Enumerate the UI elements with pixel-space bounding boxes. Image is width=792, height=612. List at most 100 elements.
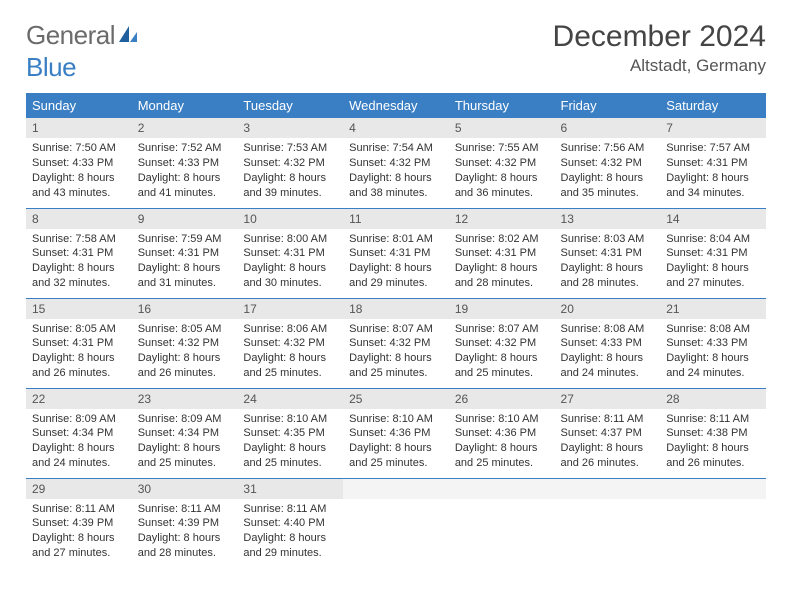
day-content: Sunrise: 7:55 AM Sunset: 4:32 PM Daylight:…: [449, 138, 555, 206]
day-content: Sunrise: 8:09 AMSunset: 4:34 PMDaylight:…: [132, 409, 238, 477]
sunrise-line: Sunrise: 8:03 AM: [561, 233, 645, 245]
day-content: Sunrise: 8:02 AMSunset: 4:31 PMDaylight:…: [449, 229, 555, 297]
sunrise-line: Sunrise: 8:10 AM: [455, 413, 539, 425]
sunset-line: Sunset: 4:36 PM: [455, 427, 536, 439]
calendar-table: Sunday Monday Tuesday Wednesday Thursday…: [26, 93, 766, 568]
weekday-header: Sunday: [26, 93, 132, 118]
sunset-line: Sunset: 4:32 PM: [243, 337, 324, 349]
daylight-line: Daylight: 8 hours and 25 minutes.: [138, 442, 221, 469]
sunrise-line: Sunrise: 7:59 AM: [138, 233, 222, 245]
calendar-cell: 1Sunrise: 7:50 AMSunset: 4:33 PMDaylight…: [26, 118, 132, 208]
daylight-line: Daylight: 8 hours and 30 minutes.: [243, 262, 326, 289]
logo-sail-icon: [117, 20, 139, 51]
day-number: 25: [343, 389, 449, 409]
sunset-line: Sunset: 4:39 PM: [138, 517, 219, 529]
daylight-line: Daylight: 8 hours and 26 minutes.: [666, 442, 749, 469]
sunset-line: Sunset: 4:32 PM: [138, 337, 219, 349]
day-number: 24: [237, 389, 343, 409]
daylight-line: Daylight: 8 hours and 28 minutes.: [561, 262, 644, 289]
day-number: 8: [26, 209, 132, 229]
sunset-line: Sunset: 4:38 PM: [666, 427, 747, 439]
sunset-line: Sunset: 4:36 PM: [349, 427, 430, 439]
day-number: 20: [555, 299, 661, 319]
day-number: 2: [132, 118, 238, 138]
day-number: 3: [237, 118, 343, 138]
calendar-cell: [343, 478, 449, 568]
sunset-line: Sunset: 4:35 PM: [243, 427, 324, 439]
sunrise-line: Sunrise: 7:54 AM: [349, 142, 433, 154]
daylight-line: Daylight: 8 hours and 26 minutes.: [138, 352, 221, 379]
calendar-cell: 25Sunrise: 8:10 AMSunset: 4:36 PMDayligh…: [343, 388, 449, 478]
sunrise-line: Sunrise: 8:11 AM: [666, 413, 749, 425]
day-content: Sunrise: 8:05 AMSunset: 4:31 PMDaylight:…: [26, 319, 132, 387]
logo-text-1: General: [26, 20, 115, 51]
day-content: Sunrise: 8:11 AMSunset: 4:39 PMDaylight:…: [26, 499, 132, 567]
sunrise-line: Sunrise: 7:55 AM: [455, 142, 539, 154]
sunset-line: Sunset: 4:31 PM: [243, 247, 324, 259]
calendar-cell: 27Sunrise: 8:11 AMSunset: 4:37 PMDayligh…: [555, 388, 661, 478]
day-number: 12: [449, 209, 555, 229]
daylight-line: Daylight: 8 hours and 24 minutes.: [561, 352, 644, 379]
day-number: 30: [132, 479, 238, 499]
day-number: 31: [237, 479, 343, 499]
daylight-line: Daylight: 8 hours and 26 minutes.: [561, 442, 644, 469]
day-number: 10: [237, 209, 343, 229]
sunset-line: Sunset: 4:33 PM: [666, 337, 747, 349]
calendar-cell: 23Sunrise: 8:09 AMSunset: 4:34 PMDayligh…: [132, 388, 238, 478]
logo-text-2: Blue: [26, 52, 76, 83]
daylight-line: Daylight: 8 hours and 25 minutes.: [243, 442, 326, 469]
day-number: 23: [132, 389, 238, 409]
weekday-header: Saturday: [660, 93, 766, 118]
sunrise-line: Sunrise: 8:11 AM: [561, 413, 644, 425]
daylight-line: Daylight: 8 hours and 39 minutes.: [243, 172, 326, 199]
daylight-line: Daylight: 8 hours and 41 minutes.: [138, 172, 221, 199]
weekday-header: Monday: [132, 93, 238, 118]
day-content: Sunrise: 8:08 AMSunset: 4:33 PMDaylight:…: [555, 319, 661, 387]
daylight-line: Daylight: 8 hours and 36 minutes.: [455, 172, 538, 199]
daylight-line: Daylight: 8 hours and 28 minutes.: [138, 532, 221, 559]
sunset-line: Sunset: 4:34 PM: [32, 427, 113, 439]
sunrise-line: Sunrise: 7:53 AM: [243, 142, 327, 154]
calendar-cell: 2Sunrise: 7:52 AMSunset: 4:33 PMDaylight…: [132, 118, 238, 208]
day-number-empty: [449, 479, 555, 499]
day-content: Sunrise: 8:06 AMSunset: 4:32 PMDaylight:…: [237, 319, 343, 387]
sunset-line: Sunset: 4:31 PM: [32, 337, 113, 349]
day-content: Sunrise: 8:11 AMSunset: 4:37 PMDaylight:…: [555, 409, 661, 477]
sunset-line: Sunset: 4:33 PM: [32, 157, 113, 169]
calendar-cell: 20Sunrise: 8:08 AMSunset: 4:33 PMDayligh…: [555, 298, 661, 388]
calendar-cell: 11Sunrise: 8:01 AMSunset: 4:31 PMDayligh…: [343, 208, 449, 298]
daylight-line: Daylight: 8 hours and 25 minutes.: [455, 442, 538, 469]
sunrise-line: Sunrise: 8:07 AM: [455, 323, 539, 335]
day-content: Sunrise: 7:52 AMSunset: 4:33 PMDaylight:…: [132, 138, 238, 206]
daylight-line: Daylight: 8 hours and 25 minutes.: [243, 352, 326, 379]
day-content: Sunrise: 8:10 AMSunset: 4:35 PMDaylight:…: [237, 409, 343, 477]
day-content: Sunrise: 8:08 AMSunset: 4:33 PMDaylight:…: [660, 319, 766, 387]
day-content: Sunrise: 8:01 AMSunset: 4:31 PMDaylight:…: [343, 229, 449, 297]
day-number: 1: [26, 118, 132, 138]
day-number: 16: [132, 299, 238, 319]
day-content: Sunrise: 7:57 AMSunset: 4:31 PMDaylight:…: [660, 138, 766, 206]
day-number: 6: [555, 118, 661, 138]
calendar-cell: 16Sunrise: 8:05 AMSunset: 4:32 PMDayligh…: [132, 298, 238, 388]
day-number: 5: [449, 118, 555, 138]
calendar-row: 29Sunrise: 8:11 AMSunset: 4:39 PMDayligh…: [26, 478, 766, 568]
sunrise-line: Sunrise: 8:11 AM: [243, 503, 326, 515]
day-content: Sunrise: 7:53 AM Sunset: 4:32 PM Daylight:…: [237, 138, 343, 206]
day-number: 19: [449, 299, 555, 319]
day-number: 29: [26, 479, 132, 499]
day-number: 22: [26, 389, 132, 409]
daylight-line: Daylight: 8 hours and 25 minutes.: [455, 352, 538, 379]
day-content: Sunrise: 8:03 AMSunset: 4:31 PMDaylight:…: [555, 229, 661, 297]
day-content: Sunrise: 8:07 AMSunset: 4:32 PMDaylight:…: [449, 319, 555, 387]
daylight-line: Daylight: 8 hours and 27 minutes.: [32, 532, 115, 559]
day-number: 4: [343, 118, 449, 138]
calendar-cell: 30Sunrise: 8:11 AMSunset: 4:39 PMDayligh…: [132, 478, 238, 568]
calendar-cell: 26Sunrise: 8:10 AMSunset: 4:36 PMDayligh…: [449, 388, 555, 478]
calendar-cell: 29Sunrise: 8:11 AMSunset: 4:39 PMDayligh…: [26, 478, 132, 568]
sunset-line: Sunset: 4:33 PM: [138, 157, 219, 169]
location: Altstadt, Germany: [553, 56, 766, 76]
sunset-line: Sunset: 4:40 PM: [243, 517, 324, 529]
sunset-line: Sunset: 4:32 PM: [243, 157, 324, 169]
daylight-line: Daylight: 8 hours and 29 minutes.: [349, 262, 432, 289]
sunset-line: Sunset: 4:32 PM: [455, 157, 536, 169]
